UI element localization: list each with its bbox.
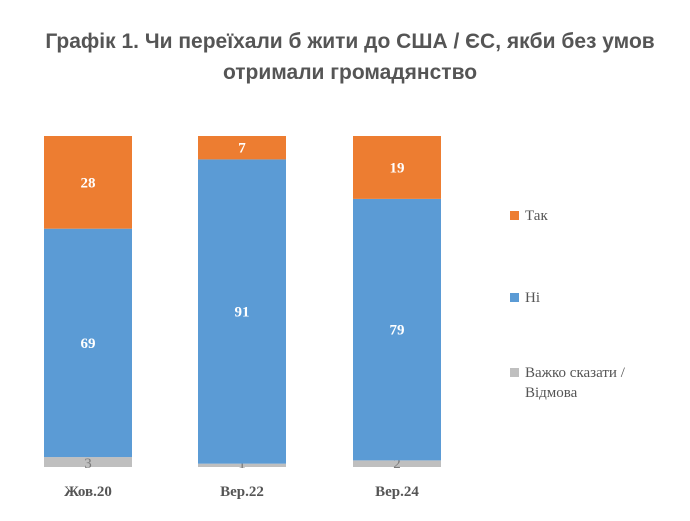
chart-title: Графік 1. Чи переїхали б жити до США / Є… (45, 30, 655, 84)
category-label-2: Вер.24 (375, 484, 419, 500)
data-label-no-2: 79 (390, 323, 405, 339)
legend-label-no: Ні (525, 290, 540, 306)
data-label-yes-0: 28 (81, 175, 96, 191)
legend-item-no: Ні (510, 288, 675, 308)
legend-item-hard-to-say: Важко сказати / Відмова (510, 363, 675, 403)
data-label-no-1: 91 (235, 305, 250, 321)
legend-swatch-hard-to-say (510, 368, 519, 377)
legend-item-yes: Так (510, 206, 675, 226)
data-label-no-0: 69 (81, 336, 96, 352)
legend-swatch-yes (510, 211, 519, 220)
legend-label-hard-to-say: Важко сказати / Відмова (525, 365, 625, 401)
bar-segment-hard-0 (44, 457, 132, 467)
bar-segment-no-1 (198, 159, 286, 464)
legend-swatch-no (510, 293, 519, 302)
data-label-yes-1: 7 (238, 141, 246, 157)
bar-segment-yes-0 (44, 136, 132, 229)
bar-segment-yes-1 (198, 136, 286, 160)
bar-segment-hard-2 (353, 460, 441, 467)
bar-segment-no-0 (44, 228, 132, 458)
data-label-hard-2: 2 (393, 456, 401, 472)
data-label-yes-2: 19 (390, 160, 405, 176)
data-label-hard-0: 3 (84, 456, 92, 472)
category-label-1: Вер.22 (220, 484, 264, 500)
category-label-0: Жов.20 (64, 484, 112, 500)
data-label-hard-1: 1 (238, 456, 246, 472)
bar-segment-hard-1 (198, 463, 286, 467)
bar-segment-yes-2 (353, 136, 441, 199)
bar-segment-no-2 (353, 198, 441, 461)
legend-label-yes: Так (525, 208, 548, 224)
